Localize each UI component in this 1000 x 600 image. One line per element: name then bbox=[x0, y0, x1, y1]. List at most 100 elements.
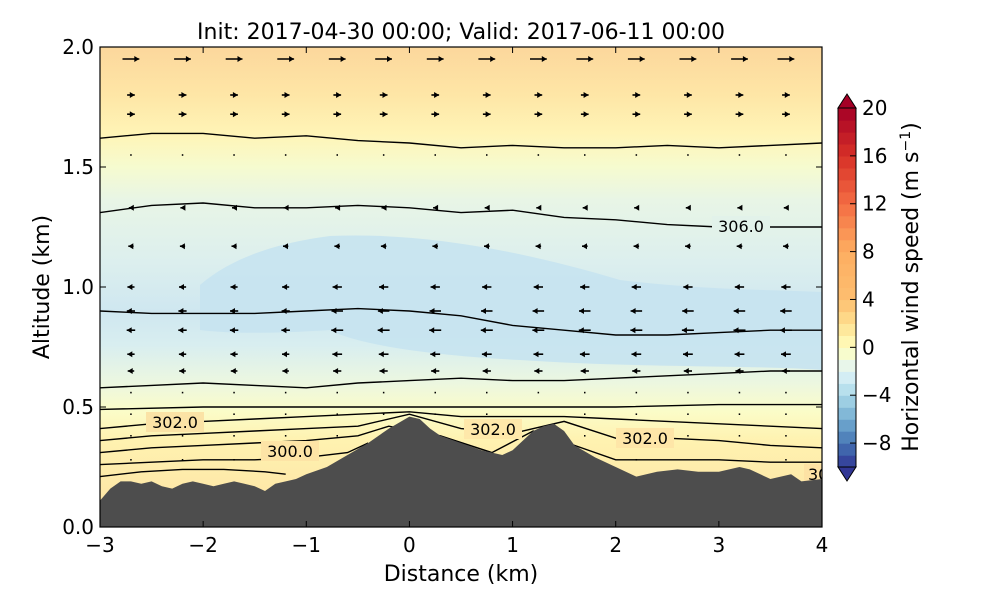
svg-text:30: 30 bbox=[808, 465, 828, 484]
colorbar-band bbox=[838, 155, 856, 169]
svg-text:302.0: 302.0 bbox=[152, 413, 198, 432]
colorbar-band bbox=[838, 227, 856, 241]
contour-label: 302.0 bbox=[146, 412, 204, 432]
wind-arrow-head bbox=[429, 327, 435, 334]
y-axis-label: Altitude (km) bbox=[30, 215, 55, 359]
wind-arrow-head bbox=[682, 308, 688, 314]
wind-arrow-head bbox=[532, 308, 538, 314]
wind-arrow-head bbox=[283, 243, 288, 250]
y-axis: 0.0 0.5 1.0 1.5 2.0 bbox=[62, 35, 822, 539]
wind-arrow-head bbox=[232, 111, 238, 118]
colorbar-band bbox=[838, 455, 856, 468]
wind-arrow-head bbox=[734, 284, 740, 290]
colorbar-band bbox=[838, 371, 856, 384]
x-axis: −3 −2 −1 0 1 2 3 4 bbox=[85, 47, 828, 557]
wind-arrow-head bbox=[635, 92, 641, 98]
wind-arrow-head bbox=[336, 92, 342, 98]
x-tick-label: 4 bbox=[816, 533, 829, 557]
wind-arrow-head bbox=[430, 284, 436, 290]
y-tick-label: 1.0 bbox=[62, 275, 94, 299]
chart-title: Init: 2017-04-30 00:00; Valid: 2017-06-1… bbox=[197, 20, 725, 45]
wind-arrow-head bbox=[537, 111, 543, 118]
wind-arrow-head bbox=[127, 368, 133, 374]
wind-arrow-head bbox=[181, 92, 187, 98]
wind-arrow-head bbox=[178, 351, 184, 358]
svg-text:306.0: 306.0 bbox=[718, 217, 764, 236]
colorbar-band bbox=[838, 108, 856, 121]
contour-label: 300.0 bbox=[261, 441, 319, 461]
svg-text:302.0: 302.0 bbox=[470, 420, 516, 439]
wind-arrow-head bbox=[588, 56, 594, 62]
y-tick-label: 0.0 bbox=[62, 515, 94, 539]
contour-label: 302.0 bbox=[464, 419, 522, 439]
wind-arrow-head bbox=[784, 111, 790, 118]
wind-arrow-head bbox=[379, 368, 385, 374]
wind-arrow-head bbox=[282, 284, 288, 290]
wind-arrow-head bbox=[289, 56, 295, 62]
colorbar-band bbox=[838, 143, 856, 157]
wind-arrow-head bbox=[382, 111, 388, 118]
wind-arrow-head bbox=[485, 111, 491, 118]
isentrope-line bbox=[100, 370, 822, 389]
wind-arrow-head bbox=[535, 243, 541, 250]
wind-arrow-head bbox=[332, 284, 338, 290]
colorbar-band bbox=[838, 275, 856, 289]
wind-arrow-head bbox=[129, 92, 135, 98]
x-tick-label: 3 bbox=[712, 533, 725, 557]
wind-arrow-head bbox=[230, 284, 236, 290]
wind-arrow-head bbox=[481, 308, 486, 314]
colorbar-band bbox=[838, 251, 856, 265]
wind-arrow-head bbox=[284, 111, 290, 118]
wind-arrow-head bbox=[181, 111, 187, 118]
wind-arrow-head bbox=[434, 111, 440, 118]
wind-arrows bbox=[122, 56, 795, 461]
colorbar: 20 16 12 8 4 0 −4 −8 Horizontal wind speed (m s… bbox=[837, 93, 924, 482]
contour-label: 306.0 bbox=[712, 216, 770, 236]
wind-arrow-head bbox=[738, 92, 744, 98]
colorbar-band bbox=[838, 263, 856, 277]
isentrope-line bbox=[100, 202, 822, 228]
wind-arrow-head bbox=[231, 243, 237, 250]
wind-arrow-head bbox=[179, 284, 184, 290]
colorbar-tick-label: 12 bbox=[862, 192, 887, 216]
wind-arrow-head bbox=[482, 284, 488, 290]
wind-arrow-head bbox=[630, 308, 636, 314]
colorbar-label: Horizontal wind speed (m s−1) bbox=[898, 122, 924, 452]
y-tick-label: 1.5 bbox=[62, 155, 94, 179]
colorbar-tick-label: 8 bbox=[862, 240, 875, 264]
wind-arrow-head bbox=[230, 351, 236, 358]
wind-arrow-head bbox=[432, 243, 438, 250]
wind-arrow-head bbox=[534, 368, 540, 374]
wind-arrow-head bbox=[434, 92, 440, 98]
colorbar-band bbox=[838, 443, 856, 456]
colorbar-band bbox=[838, 287, 856, 301]
isentrope-line bbox=[100, 442, 369, 466]
wind-arrow-head bbox=[179, 368, 185, 374]
colorbar-band bbox=[838, 419, 856, 432]
wind-arrow-head bbox=[691, 56, 697, 62]
colorbar-band bbox=[838, 323, 856, 336]
colorbar-band bbox=[838, 203, 856, 217]
wind-arrow-head bbox=[232, 92, 238, 98]
wind-arrow-head bbox=[784, 92, 790, 98]
wind-arrow-head bbox=[781, 351, 786, 358]
plot-area: 302.0 300.0 302.0 302.0 306.0 30 bbox=[100, 47, 828, 527]
wind-arrow-head bbox=[340, 56, 346, 62]
colorbar-band bbox=[838, 299, 856, 313]
wind-arrow-head bbox=[733, 308, 739, 314]
colorbar-tick-label: 0 bbox=[862, 335, 875, 359]
isentrope-line bbox=[100, 425, 822, 463]
wind-arrow-head bbox=[681, 327, 687, 334]
x-tick-label: 1 bbox=[506, 533, 519, 557]
wind-arrow-head bbox=[583, 111, 589, 118]
colorbar-band bbox=[838, 383, 856, 396]
wind-arrow-head bbox=[485, 92, 491, 98]
colorbar-band bbox=[838, 239, 856, 253]
wind-arrow-head bbox=[580, 368, 586, 374]
wind-arrow-head bbox=[582, 243, 587, 250]
wind-arrow-head bbox=[336, 111, 342, 118]
wind-arrow-head bbox=[127, 351, 133, 358]
isentrope-line bbox=[100, 307, 822, 336]
wind-arrow-head bbox=[387, 56, 392, 62]
wind-arrow-head bbox=[742, 56, 748, 62]
